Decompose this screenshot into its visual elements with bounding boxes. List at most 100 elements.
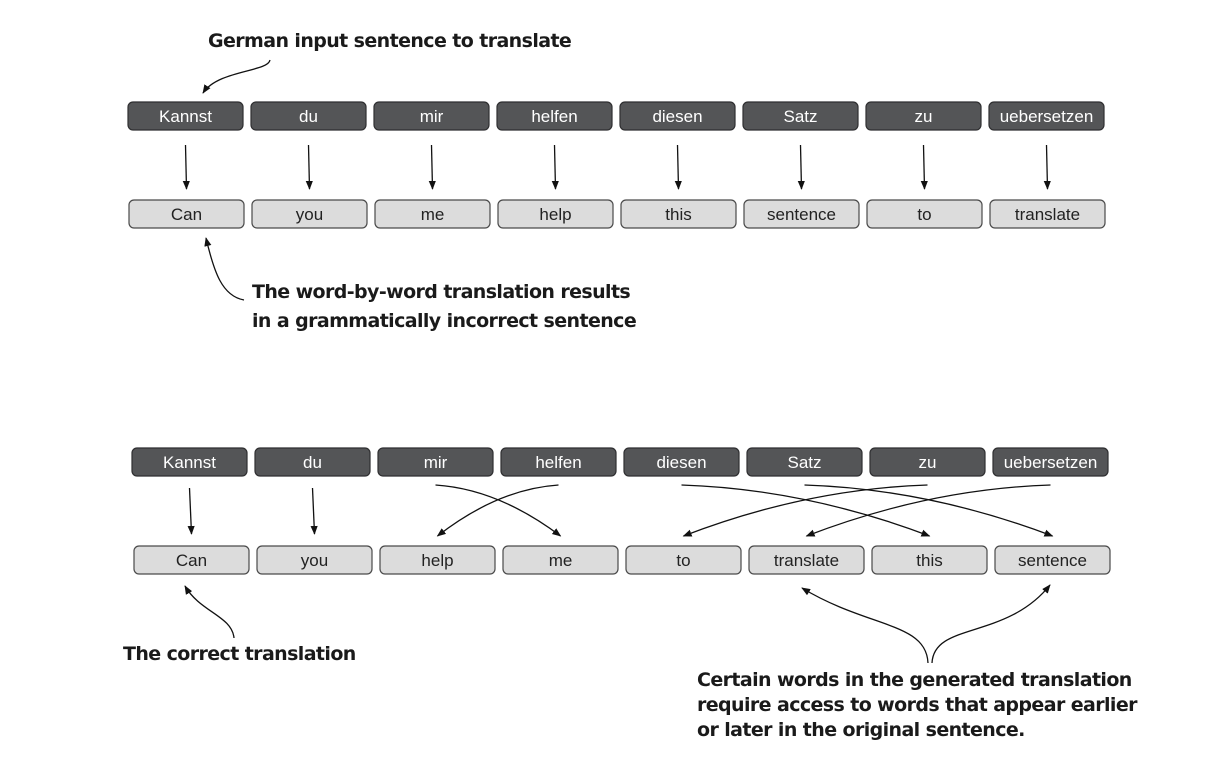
top-source-token-1: du <box>250 101 367 131</box>
top-source-token-label-2: mir <box>420 107 444 126</box>
bottom-target-token-box-1 <box>256 545 373 575</box>
top-alignment-arrow-3 <box>551 144 559 190</box>
top-target-token-box-6 <box>866 199 983 229</box>
bottom-target-token-7: sentence <box>994 545 1111 575</box>
bottom-source-token-box-5 <box>746 447 863 477</box>
top-source-token-box-4 <box>619 101 736 131</box>
bottom-source-token-1: du <box>254 447 371 477</box>
bottom-source-token-4: diesen <box>623 447 740 477</box>
top-target-token-7: translate <box>989 199 1106 229</box>
bottom-target-token-0: Can <box>133 545 250 575</box>
top-target-token-box-0 <box>128 199 245 229</box>
bottom-target-token-box-4 <box>625 545 742 575</box>
bottom-source-token-label-1: du <box>303 453 322 472</box>
bottom-alignment-arrow-1 <box>310 487 318 535</box>
bottom-target-token-box-0 <box>133 545 250 575</box>
top-alignment-arrows <box>182 144 1051 190</box>
top-source-token-box-7 <box>988 101 1105 131</box>
top-source-token-label-1: du <box>299 107 318 126</box>
bottom-alignment-arrow-7 <box>805 484 1051 537</box>
bottom-source-token-label-0: Kannst <box>163 453 216 472</box>
top-target-token-3: help <box>497 199 614 229</box>
top-source-token-box-5 <box>742 101 859 131</box>
bottom-source-token-label-5: Satz <box>787 453 821 472</box>
bottom-source-token-5: Satz <box>746 447 863 477</box>
bottom-source-token-label-6: zu <box>919 453 937 472</box>
bottom-source-token-box-6 <box>869 447 986 477</box>
bottom-target-token-label-2: help <box>421 551 453 570</box>
annotation-correct-translation: The correct translation <box>123 643 356 665</box>
top-alignment-arrow-7 <box>1043 144 1051 190</box>
bottom-source-token-3: helfen <box>500 447 617 477</box>
bottom-source-token-2: mir <box>377 447 494 477</box>
annotation-access-line-2: require access to words that appear earl… <box>697 694 1138 716</box>
bottom-source-token-label-7: uebersetzen <box>1004 453 1098 472</box>
bottom-source-token-box-7 <box>992 447 1109 477</box>
bottom-target-token-box-6 <box>871 545 988 575</box>
top-source-token-2: mir <box>373 101 490 131</box>
top-alignment-arrow-0 <box>182 144 190 190</box>
top-source-token-7: uebersetzen <box>988 101 1105 131</box>
bottom-target-token-label-0: Can <box>176 551 207 570</box>
top-target-token-2: me <box>374 199 491 229</box>
annotation-access-arrow-left <box>801 587 929 664</box>
bottom-alignment-arrow-2 <box>435 484 562 537</box>
top-source-token-0: Kannst <box>127 101 244 131</box>
bottom-target-token-3: me <box>502 545 619 575</box>
top-source-token-3: helfen <box>496 101 613 131</box>
bottom-source-token-0: Kannst <box>131 447 248 477</box>
top-target-token-1: you <box>251 199 368 229</box>
annotation-wordbyword-line-2: in a grammatically incorrect sentence <box>252 310 636 332</box>
bottom-alignment-arrow-3 <box>436 484 559 537</box>
top-target-token-box-5 <box>743 199 860 229</box>
bottom-target-token-2: help <box>379 545 496 575</box>
top-source-token-6: zu <box>865 101 982 131</box>
top-source-row: Kannst du mir helfen diesen Satz zu uebersetzen <box>127 101 1105 131</box>
top-alignment-arrow-6 <box>920 144 928 190</box>
top-source-token-box-0 <box>127 101 244 131</box>
bottom-target-token-box-7 <box>994 545 1111 575</box>
top-source-token-box-1 <box>250 101 367 131</box>
top-target-token-label-7: translate <box>1015 205 1080 224</box>
annotation-access-line-1: Certain words in the generated translati… <box>697 669 1132 691</box>
bottom-target-token-box-2 <box>379 545 496 575</box>
top-source-token-box-3 <box>496 101 613 131</box>
bottom-target-token-label-1: you <box>301 551 328 570</box>
annotation-wordbyword-line-1: The word-by-word translation results <box>252 281 630 303</box>
bottom-target-token-label-7: sentence <box>1018 551 1087 570</box>
top-source-token-label-5: Satz <box>783 107 817 126</box>
annotation-correct-arrow <box>184 585 235 639</box>
top-target-token-label-1: you <box>296 205 323 224</box>
bottom-target-token-label-5: translate <box>774 551 839 570</box>
top-source-token-box-6 <box>865 101 982 131</box>
bottom-alignment-arrow-0 <box>187 487 195 535</box>
top-source-token-label-3: helfen <box>531 107 577 126</box>
top-alignment-arrow-4 <box>674 144 682 190</box>
bottom-target-token-5: translate <box>748 545 865 575</box>
top-alignment-arrow-5 <box>797 144 805 190</box>
top-target-token-label-5: sentence <box>767 205 836 224</box>
bottom-source-token-box-4 <box>623 447 740 477</box>
top-source-token-label-6: zu <box>915 107 933 126</box>
bottom-alignment-arrow-6 <box>682 484 928 537</box>
bottom-source-token-label-2: mir <box>424 453 448 472</box>
bottom-target-row: Can you help me to translate this sentence <box>133 545 1111 575</box>
top-target-token-box-4 <box>620 199 737 229</box>
top-source-token-label-4: diesen <box>652 107 702 126</box>
bottom-target-token-4: to <box>625 545 742 575</box>
top-target-token-0: Can <box>128 199 245 229</box>
bottom-target-token-label-3: me <box>549 551 573 570</box>
top-target-token-box-2 <box>374 199 491 229</box>
bottom-source-token-box-1 <box>254 447 371 477</box>
annotation-wordbyword-arrow <box>204 237 245 301</box>
top-target-token-box-1 <box>251 199 368 229</box>
top-target-token-box-7 <box>989 199 1106 229</box>
top-source-token-4: diesen <box>619 101 736 131</box>
top-alignment-arrow-1 <box>305 144 313 190</box>
bottom-source-token-box-0 <box>131 447 248 477</box>
top-alignment-arrow-2 <box>428 144 436 190</box>
bottom-target-token-1: you <box>256 545 373 575</box>
top-target-token-label-6: to <box>917 205 931 224</box>
bottom-target-token-label-4: to <box>676 551 690 570</box>
